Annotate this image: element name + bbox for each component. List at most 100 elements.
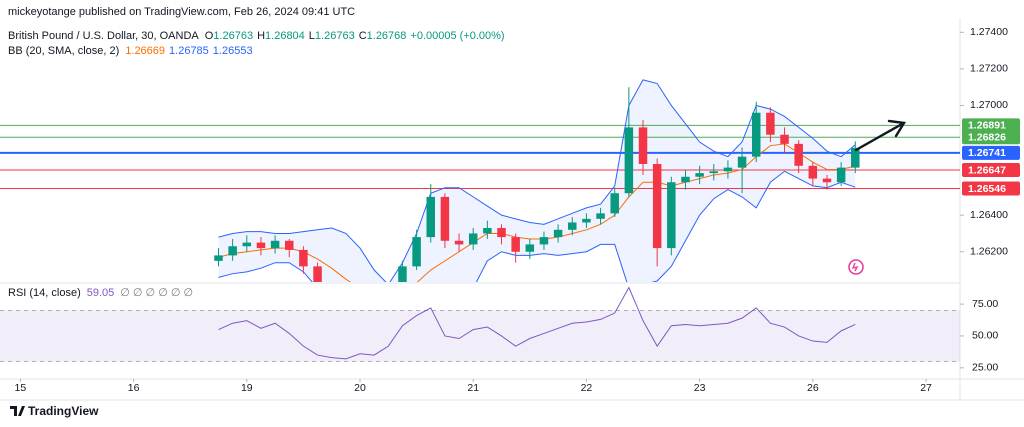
level-label: 1.26546 [968,183,1006,195]
rsi-pane [0,286,960,362]
rsi-line [218,286,856,360]
legend: British Pound / U.S. Dollar, 30, OANDA O1… [8,30,505,42]
x-tick-label: 20 [354,382,366,394]
level-label: 1.26647 [968,164,1006,176]
level-label: 1.26741 [968,147,1006,159]
candle-body [299,249,308,267]
level-label: 1.26891 [968,120,1006,132]
bb-fill [218,79,856,282]
legend-item: O [205,30,214,42]
candle-body [285,240,294,250]
bb-upper [218,79,856,282]
candle-body [709,171,719,174]
candle-body [483,227,492,234]
legend-item: 1.26553 [213,45,253,57]
candle-body [511,237,520,252]
y-tick-label: 1.27200 [970,63,1008,75]
x-tick-label: 26 [807,382,819,394]
legend-item: 1.26763 [213,30,253,42]
candle-body [695,173,704,177]
legend-item: C [359,30,367,42]
x-tick-label: 21 [467,382,479,394]
legend: BB (20, SMA, close, 2) 1.26669 1.26785 1.26… [8,45,253,57]
candle-body [313,266,322,282]
level-label-box [962,130,1020,145]
logo-icon [848,259,864,275]
candle-body [242,242,252,247]
candle-body [454,240,464,245]
bb-basis [218,143,856,282]
candle-body [836,167,846,183]
candle-body [851,147,860,168]
legend-item: ∅ ∅ ∅ ∅ ∅ ∅ [120,287,193,299]
legend-item: 1.26768 [367,30,407,42]
candle-body [808,165,818,179]
candle-body [681,176,690,183]
rsi-tick-label: 50.00 [972,330,998,342]
candle-body [624,127,634,194]
candle-body [228,246,237,256]
legend: RSI (14, close) 59.05 ∅ ∅ ∅ ∅ ∅ ∅ [8,287,193,299]
candle-body [525,244,535,252]
legend-item: 1.26785 [169,45,209,57]
level-label-box [962,181,1020,196]
level-label-box [962,118,1020,133]
legend-item: +0.00005 (+0.00%) [410,30,504,42]
price-pane [0,79,960,282]
y-tick-label: 1.27000 [970,99,1008,111]
candle-body [214,255,223,261]
candle-body [582,218,591,223]
candle-body [539,237,549,245]
y-tick-label: 1.26400 [970,209,1008,221]
legend-item: 59.05 [87,287,115,299]
legend-item: 1.26804 [265,30,305,42]
candle-body [497,227,506,238]
bb-lower [218,170,856,282]
legend-item: L [309,30,315,42]
level-label-box [962,145,1020,160]
footer-brand: TradingView [28,404,99,418]
candle-body [610,193,619,214]
x-tick-label: 16 [128,382,140,394]
legend-item: 1.26763 [315,30,355,42]
candle-body [440,196,450,241]
candle-body [270,240,280,249]
x-tick-label: 15 [15,382,27,394]
legend-item: BB (20, SMA, close, 2) [8,45,119,57]
y-tick-label: 1.27400 [970,26,1008,38]
candle-body [737,156,747,168]
candle-body [426,196,435,238]
arrow-annotation [854,119,906,152]
candle-body [652,163,662,249]
rsi-band [0,310,960,362]
level-label-box [962,163,1020,178]
candle-body [412,237,421,267]
candle-body [596,213,605,219]
x-tick-label: 27 [920,382,932,394]
candle-body [667,182,676,249]
candle-body [398,266,407,282]
legend-item: British Pound / U.S. Dollar, 30, OANDA [8,30,199,42]
x-tick-label: 22 [581,382,593,394]
y-tick-label: 1.26200 [970,246,1008,258]
candle-body [780,134,789,144]
rsi-tick-label: 25.00 [972,362,998,374]
candle-body [723,167,733,172]
x-tick-label: 23 [694,382,706,394]
candle-body [568,222,577,230]
publisher: mickeyotange published on TradingView.co… [8,6,355,18]
legend-item: H [257,30,265,42]
candle-body [822,178,832,183]
candle-body [553,229,563,238]
tv-logo [10,406,25,416]
candle-body [638,127,648,164]
candle-body [766,112,775,135]
candle-body [794,143,803,166]
legend-item: 1.26669 [125,45,165,57]
overlay: 1.27400 1.27200 1.27000 1.26400 1.26200 1.268… [8,26,1020,394]
candle-body [468,233,478,245]
rsi-tick-label: 75.00 [972,298,998,310]
